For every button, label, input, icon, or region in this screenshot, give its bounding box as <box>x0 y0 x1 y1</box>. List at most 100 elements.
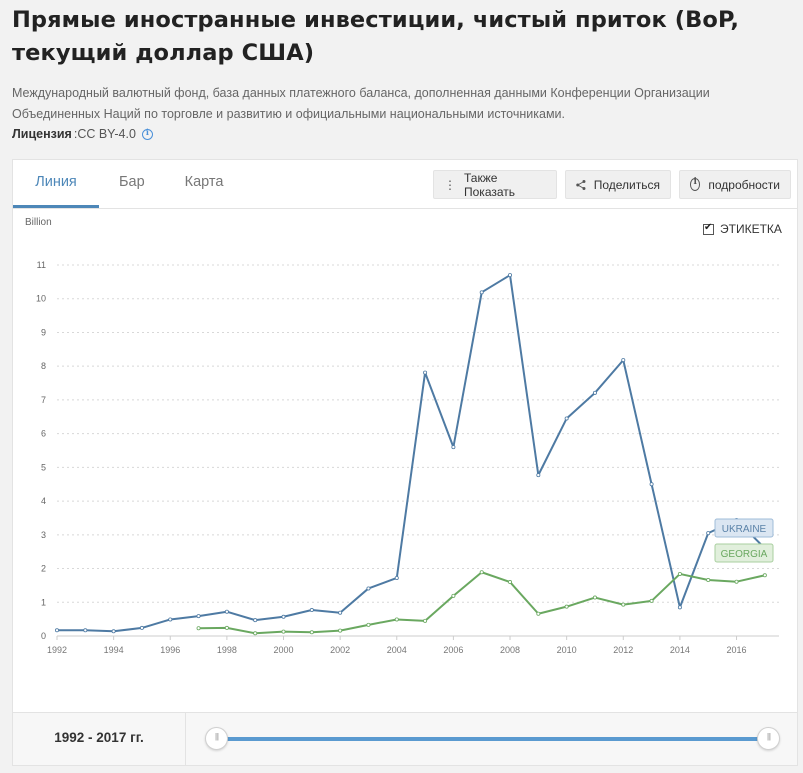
data-point[interactable] <box>592 390 597 395</box>
range-start-handle[interactable] <box>205 727 228 750</box>
data-point[interactable] <box>649 482 654 487</box>
data-point[interactable] <box>196 614 201 619</box>
data-point[interactable] <box>423 370 428 375</box>
x-tick-label: 2016 <box>727 645 747 655</box>
data-point[interactable] <box>621 358 626 363</box>
series-tag-label: UKRAINE <box>722 524 767 535</box>
x-tick-label: 2012 <box>613 645 633 655</box>
data-point[interactable] <box>677 571 682 576</box>
data-point[interactable] <box>111 629 116 634</box>
x-tick-label: 2000 <box>273 645 293 655</box>
page-title: Прямые иностранные инвестиции, чистый пр… <box>12 7 740 66</box>
vertical-dots-icon: ⋮ <box>444 177 456 192</box>
label-toggle[interactable]: ЭТИКЕТКА <box>703 222 782 236</box>
data-point[interactable] <box>508 273 513 278</box>
data-point[interactable] <box>479 290 484 295</box>
data-point[interactable] <box>734 579 739 584</box>
x-tick-label: 2010 <box>557 645 577 655</box>
data-point[interactable] <box>451 445 456 450</box>
share-label: Поделиться <box>593 177 660 192</box>
x-tick-label: 1994 <box>104 645 124 655</box>
y-tick-label: 5 <box>41 462 46 472</box>
tab-divider <box>13 208 797 209</box>
x-tick-label: 2006 <box>443 645 463 655</box>
series-tag-ukraine: UKRAINE <box>714 518 774 538</box>
x-tick-label: 2004 <box>387 645 407 655</box>
data-point[interactable] <box>168 617 173 622</box>
y-tick-label: 11 <box>37 260 46 270</box>
tab-bar[interactable]: Бар <box>119 174 145 190</box>
also-show-label: Также Показать <box>464 170 516 199</box>
y-tick-label: 2 <box>41 564 46 574</box>
data-point[interactable] <box>309 608 314 613</box>
line-chart: 0 1 2 3 4 5 6 7 8 9 10 11 1992 1994 1996 1998 2000 2002 2… <box>36 260 779 655</box>
series-tag-box <box>714 518 774 538</box>
data-point[interactable] <box>309 630 314 635</box>
tab-line[interactable]: Линия <box>13 160 99 208</box>
y-tick-label: 0 <box>41 631 46 641</box>
chart-tabs: Линия Бар Карта <box>13 160 243 208</box>
data-point[interactable] <box>423 618 428 623</box>
data-point[interactable] <box>394 575 399 580</box>
data-point[interactable] <box>592 595 597 600</box>
license-value: :CC BY-4.0 <box>73 127 136 141</box>
data-point[interactable] <box>83 628 88 633</box>
share-icon <box>576 179 586 190</box>
data-point[interactable] <box>649 598 654 603</box>
y-tick-label: 10 <box>36 294 46 304</box>
data-point[interactable] <box>762 573 767 578</box>
info-icon[interactable] <box>141 127 153 140</box>
data-point[interactable] <box>508 580 513 585</box>
data-point[interactable] <box>564 604 569 609</box>
data-point[interactable] <box>224 625 229 630</box>
share-button[interactable]: Поделиться <box>565 170 671 199</box>
range-end-handle[interactable] <box>757 727 780 750</box>
tab-map[interactable]: Карта <box>184 174 224 190</box>
y-tick-label: 6 <box>41 429 46 439</box>
also-show-button[interactable]: ⋮ Также Показать <box>433 170 557 199</box>
x-tick-label: 2014 <box>670 645 690 655</box>
data-point[interactable] <box>196 626 201 631</box>
data-point[interactable] <box>621 602 626 607</box>
data-point[interactable] <box>253 631 258 636</box>
data-point[interactable] <box>253 618 258 623</box>
source-text: Международный валютный фонд, база данных… <box>12 86 710 121</box>
data-point[interactable] <box>479 570 484 575</box>
data-point[interactable] <box>536 473 541 478</box>
data-point[interactable] <box>451 593 456 598</box>
data-point[interactable] <box>338 628 343 633</box>
data-point[interactable] <box>706 531 711 536</box>
data-point[interactable] <box>139 625 144 630</box>
label-toggle-text: ЭТИКЕТКА <box>720 222 782 236</box>
chart-panel: Линия Бар Карта ⋮ Также Показать Поделит… <box>12 159 798 713</box>
details-button[interactable]: подробности <box>679 170 791 199</box>
series-tag-box <box>714 543 774 563</box>
data-point[interactable] <box>564 416 569 421</box>
x-tick-label: 2002 <box>330 645 350 655</box>
data-point[interactable] <box>706 578 711 583</box>
data-point[interactable] <box>55 628 60 633</box>
data-point[interactable] <box>281 614 286 619</box>
data-point[interactable] <box>338 610 343 615</box>
data-point[interactable] <box>281 629 286 634</box>
details-label: подробности <box>708 177 780 192</box>
data-point[interactable] <box>224 609 229 614</box>
data-point[interactable] <box>366 622 371 627</box>
year-range: 1992 - 2017 гг. <box>13 713 186 766</box>
x-tick-label: 2008 <box>500 645 520 655</box>
y-tick-label: 1 <box>41 597 46 607</box>
y-tick-label: 8 <box>41 361 46 371</box>
y-axis-unit: Billion <box>25 217 52 228</box>
checkbox-icon[interactable] <box>703 222 714 235</box>
series-line-ukraine[interactable] <box>57 274 766 633</box>
data-point[interactable] <box>677 605 682 610</box>
series-line-georgia[interactable] <box>198 571 766 635</box>
x-tick-label: 1996 <box>160 645 180 655</box>
license: Лицензия :CC BY-4.0 <box>12 127 153 141</box>
x-tick-label: 1992 <box>47 645 67 655</box>
range-slider-track[interactable] <box>217 737 771 741</box>
data-point[interactable] <box>394 617 399 622</box>
data-point[interactable] <box>366 586 371 591</box>
y-tick-label: 9 <box>41 327 46 337</box>
data-point[interactable] <box>536 611 541 616</box>
